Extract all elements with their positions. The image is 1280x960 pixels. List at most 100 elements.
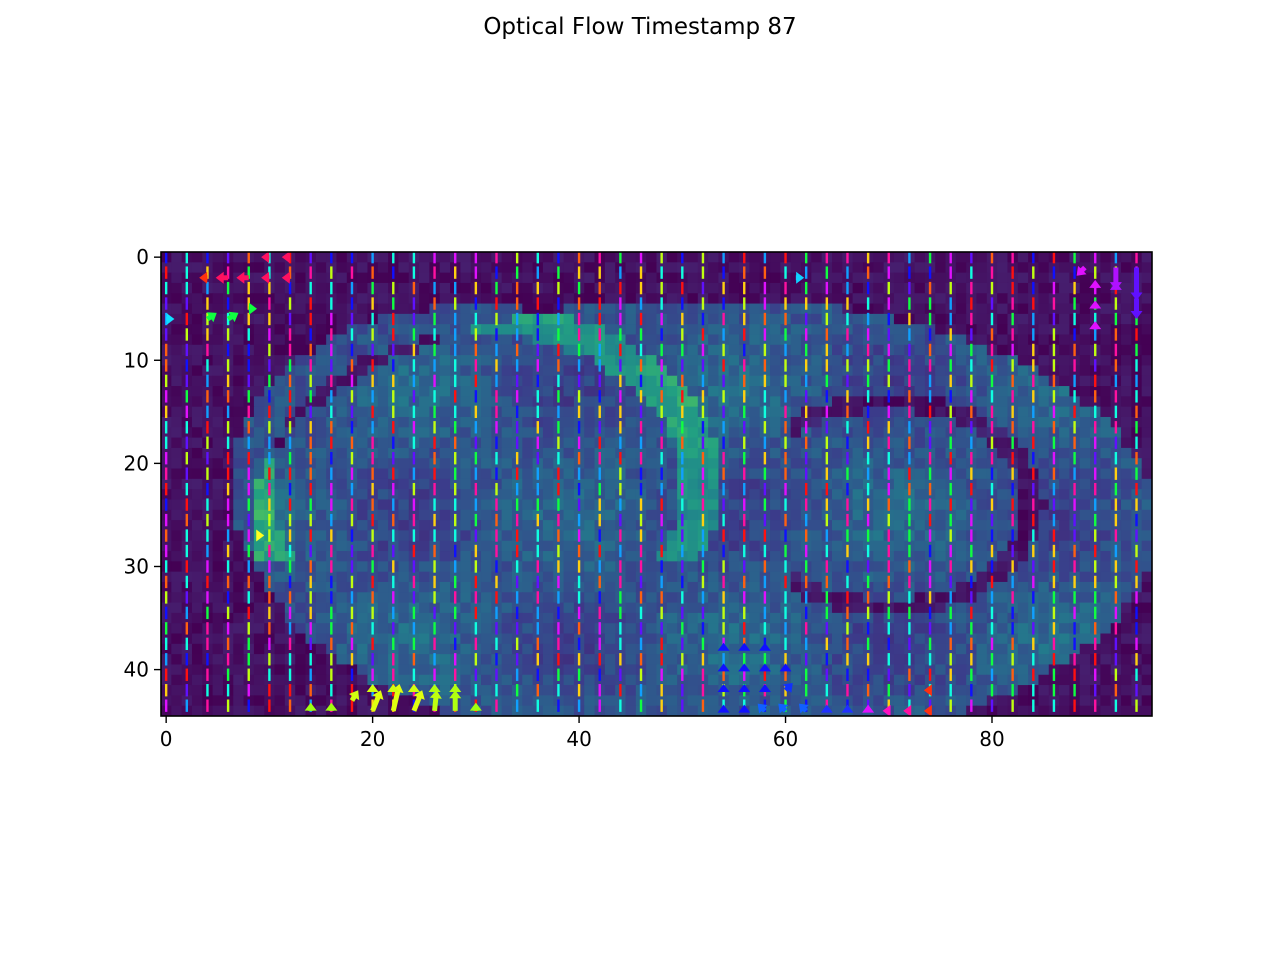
heatmap-cell: [604, 685, 616, 696]
heatmap-cell: [439, 365, 451, 377]
heatmap-cell: [914, 664, 926, 676]
heatmap-cell: [357, 540, 369, 552]
heatmap-cell: [1079, 540, 1091, 552]
heatmap-cell: [708, 551, 720, 562]
heatmap-cell: [336, 685, 348, 696]
heatmap-cell: [997, 355, 1009, 367]
heatmap-cell: [914, 695, 926, 707]
heatmap-cell: [708, 592, 720, 604]
heatmap-cell: [666, 334, 678, 346]
heatmap-cell: [522, 437, 534, 449]
heatmap-cell: [315, 458, 327, 470]
heatmap-cell: [295, 262, 307, 274]
heatmap-cell: [522, 334, 534, 346]
heatmap-cell: [852, 623, 864, 635]
heatmap-cell: [212, 313, 224, 325]
heatmap-cell: [728, 530, 740, 542]
heatmap-cell: [439, 416, 451, 428]
heatmap-cell: [893, 705, 905, 716]
heatmap-cell: [873, 478, 885, 490]
heatmap-cell: [274, 272, 286, 284]
heatmap-cell: [852, 551, 864, 562]
heatmap-cell: [377, 468, 389, 480]
heatmap-cell: [1121, 540, 1132, 552]
heatmap-cell: [191, 396, 203, 408]
heatmap-cell: [336, 530, 348, 542]
heatmap-cell: [914, 272, 926, 284]
heatmap-cell: [336, 664, 348, 676]
heatmap-cell: [336, 633, 348, 645]
heatmap-cell: [790, 344, 802, 356]
heatmap-cell: [419, 396, 430, 408]
heatmap-cell: [1079, 509, 1091, 521]
heatmap-cell: [315, 571, 327, 583]
heatmap-cell: [852, 406, 864, 418]
heatmap-cell: [501, 375, 513, 387]
heatmap-cell: [171, 458, 183, 470]
heatmap-cell: [584, 664, 596, 676]
heatmap-cell: [1059, 386, 1071, 397]
heatmap-cell: [584, 695, 596, 707]
heatmap-cell: [893, 365, 905, 377]
heatmap-cell: [749, 520, 761, 531]
heatmap-cell: [831, 396, 843, 408]
heatmap-cell: [522, 282, 534, 294]
heatmap-cell: [873, 561, 885, 573]
heatmap-cell: [315, 664, 327, 676]
heatmap-cell: [315, 623, 327, 635]
heatmap-cell: [501, 416, 513, 428]
heatmap-cell: [419, 334, 430, 346]
heatmap-cell: [233, 540, 245, 552]
heatmap-cell: [584, 334, 596, 346]
heatmap-cell: [1017, 561, 1029, 573]
heatmap-cell: [377, 592, 389, 604]
heatmap-cell: [419, 272, 430, 284]
heatmap-cell: [666, 654, 678, 666]
heatmap-cell: [1100, 571, 1112, 583]
heatmap-cell: [1141, 416, 1152, 428]
heatmap-cell: [625, 633, 637, 645]
heatmap-cell: [191, 334, 203, 346]
heatmap-cell: [997, 406, 1009, 418]
heatmap-cell: [728, 695, 740, 707]
heatmap-cell: [1079, 581, 1091, 593]
heatmap-cell: [955, 478, 967, 490]
heatmap-cell: [584, 355, 596, 367]
heatmap-cell: [274, 551, 286, 562]
heatmap-cell: [955, 313, 967, 325]
heatmap-cell: [955, 695, 967, 707]
heatmap-cell: [563, 623, 575, 635]
heatmap-cell: [1017, 602, 1029, 614]
heatmap-cell: [955, 303, 967, 315]
heatmap-cell: [646, 458, 658, 470]
heatmap-cell: [1100, 416, 1112, 428]
heatmap-cell: [481, 447, 492, 459]
heatmap-cell: [604, 447, 616, 459]
heatmap-cell: [542, 612, 554, 624]
heatmap-cell: [171, 272, 183, 284]
heatmap-cell: [233, 705, 245, 716]
heatmap-cell: [481, 406, 492, 418]
heatmap-cell: [295, 695, 307, 707]
heatmap-cell: [522, 303, 534, 315]
heatmap-cell: [336, 355, 348, 367]
heatmap-cell: [501, 499, 513, 511]
heatmap-cell: [460, 551, 472, 562]
heatmap-cell: [1141, 499, 1152, 511]
heatmap-cell: [481, 633, 492, 645]
heatmap-cell: [1100, 520, 1112, 531]
heatmap-cell: [749, 478, 761, 490]
heatmap-cell: [666, 674, 678, 686]
heatmap-cell: [357, 293, 369, 305]
heatmap-cell: [212, 406, 224, 418]
heatmap-cell: [976, 499, 988, 511]
heatmap-cell: [191, 324, 203, 336]
heatmap-cell: [274, 674, 286, 686]
heatmap-cell: [336, 551, 348, 562]
heatmap-cell: [687, 499, 699, 511]
heatmap-cell: [295, 396, 307, 408]
heatmap-cell: [315, 272, 327, 284]
heatmap-cell: [295, 685, 307, 696]
heatmap-cell: [584, 540, 596, 552]
heatmap-cell: [749, 705, 761, 716]
